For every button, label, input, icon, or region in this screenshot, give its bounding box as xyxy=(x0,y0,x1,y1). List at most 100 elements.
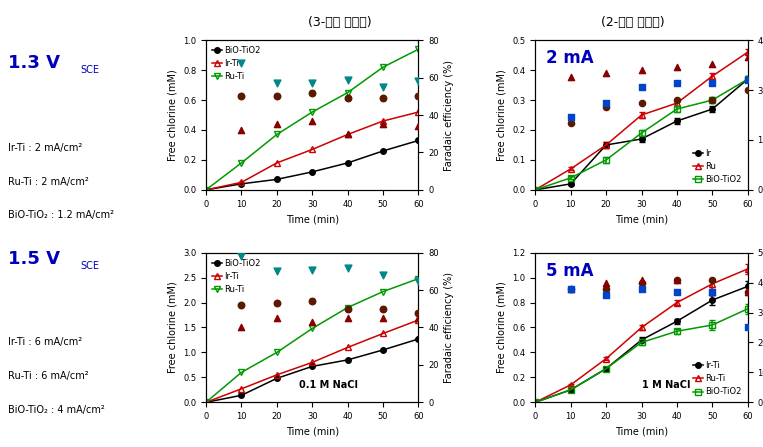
Point xyxy=(271,93,283,100)
Point xyxy=(377,84,389,91)
Point xyxy=(306,318,318,325)
Point xyxy=(306,266,318,273)
Point xyxy=(271,121,283,128)
Text: 1.3 V: 1.3 V xyxy=(8,54,60,72)
Point xyxy=(306,89,318,96)
Point xyxy=(235,93,247,100)
Y-axis label: Free chlorine (mM): Free chlorine (mM) xyxy=(497,282,507,373)
Point xyxy=(271,315,283,322)
Point xyxy=(600,279,612,286)
Point xyxy=(412,122,424,130)
Point xyxy=(412,277,424,284)
Point xyxy=(600,285,612,292)
Point xyxy=(671,97,683,104)
Point xyxy=(742,288,754,295)
Point xyxy=(342,76,354,83)
Point xyxy=(377,95,389,102)
Legend: BiO-TiO2, Ir-Ti, Ru-Ti: BiO-TiO2, Ir-Ti, Ru-Ti xyxy=(210,257,262,295)
Y-axis label: Free chlorine (mM): Free chlorine (mM) xyxy=(168,69,178,161)
Point xyxy=(412,93,424,100)
Point xyxy=(235,253,247,260)
Point xyxy=(377,305,389,312)
Point xyxy=(636,276,648,283)
Point xyxy=(377,315,389,322)
Point xyxy=(707,288,719,295)
Y-axis label: Free chlorine (mM): Free chlorine (mM) xyxy=(497,69,507,161)
Point xyxy=(742,76,754,84)
Text: 5 mA: 5 mA xyxy=(546,261,594,280)
Point xyxy=(377,121,389,128)
Text: Ir-Ti : 2 mA/cm²: Ir-Ti : 2 mA/cm² xyxy=(8,143,82,153)
Point xyxy=(342,130,354,137)
Point xyxy=(671,80,683,87)
Point xyxy=(636,67,648,74)
Point xyxy=(565,285,577,292)
X-axis label: Time (min): Time (min) xyxy=(285,426,339,437)
Point xyxy=(600,103,612,110)
Point xyxy=(306,298,318,305)
Legend: BiO-TiO2, Ir-Ti, Ru-Ti: BiO-TiO2, Ir-Ti, Ru-Ti xyxy=(210,44,262,83)
Text: (2-전극 시스템): (2-전극 시스템) xyxy=(601,16,665,29)
Text: Ru-Ti : 6 mA/cm²: Ru-Ti : 6 mA/cm² xyxy=(8,371,89,381)
X-axis label: Time (min): Time (min) xyxy=(615,214,668,224)
Point xyxy=(636,279,648,286)
Point xyxy=(271,299,283,307)
Text: 2 mA: 2 mA xyxy=(546,49,594,67)
Y-axis label: Faradaic efficiency (%): Faradaic efficiency (%) xyxy=(444,59,454,171)
Point xyxy=(306,80,318,87)
Legend: Ir, Ru, BiO-TiO2: Ir, Ru, BiO-TiO2 xyxy=(691,147,744,186)
Point xyxy=(306,117,318,124)
Point xyxy=(565,285,577,292)
Point xyxy=(742,324,754,331)
Point xyxy=(707,288,719,295)
Point xyxy=(271,268,283,275)
Point xyxy=(342,315,354,322)
Point xyxy=(600,291,612,298)
Text: Ru-Ti : 2 mA/cm²: Ru-Ti : 2 mA/cm² xyxy=(8,177,89,186)
Text: SCE: SCE xyxy=(80,65,99,75)
Point xyxy=(412,78,424,85)
Text: Ir-Ti : 6 mA/cm²: Ir-Ti : 6 mA/cm² xyxy=(8,337,82,347)
Point xyxy=(707,97,719,104)
Point xyxy=(707,276,719,283)
Point xyxy=(235,301,247,308)
Point xyxy=(671,63,683,71)
Point xyxy=(636,285,648,292)
Point xyxy=(600,100,612,107)
Point xyxy=(600,70,612,77)
Point xyxy=(235,59,247,66)
Point xyxy=(565,73,577,80)
Point xyxy=(671,276,683,283)
Point xyxy=(412,309,424,316)
Point xyxy=(377,271,389,278)
Point xyxy=(707,80,719,87)
Y-axis label: Free chlorine (mM): Free chlorine (mM) xyxy=(168,282,178,373)
Text: BiO-TiO₂ : 4 mA/cm²: BiO-TiO₂ : 4 mA/cm² xyxy=(8,405,105,414)
Text: 1.5 V: 1.5 V xyxy=(8,250,60,268)
Point xyxy=(565,285,577,292)
Text: 0.1 M NaCl: 0.1 M NaCl xyxy=(300,380,359,390)
Legend: Ir-Ti, Ru-Ti, BiO-TiO2: Ir-Ti, Ru-Ti, BiO-TiO2 xyxy=(691,359,744,398)
Point xyxy=(565,113,577,120)
Point xyxy=(235,324,247,331)
Point xyxy=(636,83,648,90)
Point xyxy=(707,60,719,67)
Point xyxy=(671,288,683,295)
Point xyxy=(636,100,648,107)
X-axis label: Time (min): Time (min) xyxy=(285,214,339,224)
Point xyxy=(671,276,683,283)
Point xyxy=(235,127,247,134)
Y-axis label: Faradaic efficiency (%): Faradaic efficiency (%) xyxy=(444,272,454,383)
Point xyxy=(342,95,354,102)
Text: SCE: SCE xyxy=(80,261,99,271)
Point xyxy=(742,87,754,94)
X-axis label: Time (min): Time (min) xyxy=(615,426,668,437)
Point xyxy=(271,80,283,87)
Text: 1 M NaCl: 1 M NaCl xyxy=(642,380,690,390)
Point xyxy=(412,315,424,322)
Point xyxy=(342,305,354,312)
Point xyxy=(565,120,577,127)
Point xyxy=(742,53,754,60)
Point xyxy=(742,288,754,295)
Text: (3-전극 시스템): (3-전극 시스템) xyxy=(307,16,372,29)
